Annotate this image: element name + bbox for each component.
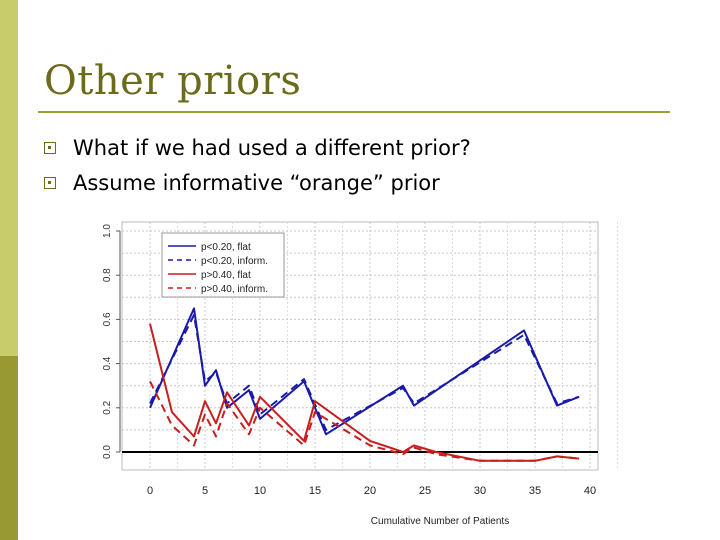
bullet-text: Assume informative “orange” prior — [73, 170, 440, 195]
x-axis-label: Cumulative Number of Patients — [371, 516, 509, 527]
square-bullet-icon — [44, 141, 56, 154]
legend-label: p<0.20, flat — [201, 242, 251, 253]
bullet-text: What if we had used a different prior? — [73, 135, 471, 160]
bullet-item: What if we had used a different prior? — [44, 130, 471, 165]
y-tick-label: 0.2 — [102, 400, 113, 414]
x-tick-label: 25 — [419, 485, 431, 497]
x-tick-label: 35 — [529, 485, 541, 497]
y-tick-label: 1.0 — [102, 224, 113, 238]
x-tick-label: 15 — [309, 485, 321, 497]
bullet-item: Assume informative “orange” prior — [44, 165, 471, 200]
x-tick-label: 20 — [364, 485, 376, 497]
title-underline — [38, 111, 670, 113]
x-tick-label: 40 — [584, 485, 596, 497]
legend-box — [161, 232, 285, 298]
y-tick-label: 0.6 — [102, 312, 113, 326]
series-line-p-0-40-flat — [149, 323, 580, 462]
y-tick-label: 0.4 — [102, 356, 113, 370]
x-tick-label: 0 — [147, 485, 153, 497]
x-tick-label: 30 — [474, 485, 486, 497]
y-tick-label: 0.8 — [102, 268, 113, 282]
accent-bar-top — [0, 0, 18, 356]
legend-label: p>0.40, flat — [201, 270, 251, 281]
series-line-p-0-40-inform- — [149, 380, 580, 462]
bullet-list: What if we had used a different prior? A… — [44, 130, 471, 200]
plot-frame — [121, 221, 599, 471]
square-bullet-icon — [44, 176, 56, 189]
series-line-p-0-20-inform- — [149, 314, 580, 431]
slide-title: Other priors — [44, 58, 302, 104]
legend-label: p<0.20, inform. — [201, 256, 268, 267]
x-tick-label: 5 — [202, 485, 208, 497]
x-tick-label: 10 — [254, 485, 266, 497]
legend-label: p>0.40, inform. — [201, 284, 268, 295]
series-line-p-0-20-flat — [149, 307, 580, 436]
y-tick-label: 0.0 — [102, 445, 113, 459]
accent-bar-bottom — [0, 356, 18, 540]
